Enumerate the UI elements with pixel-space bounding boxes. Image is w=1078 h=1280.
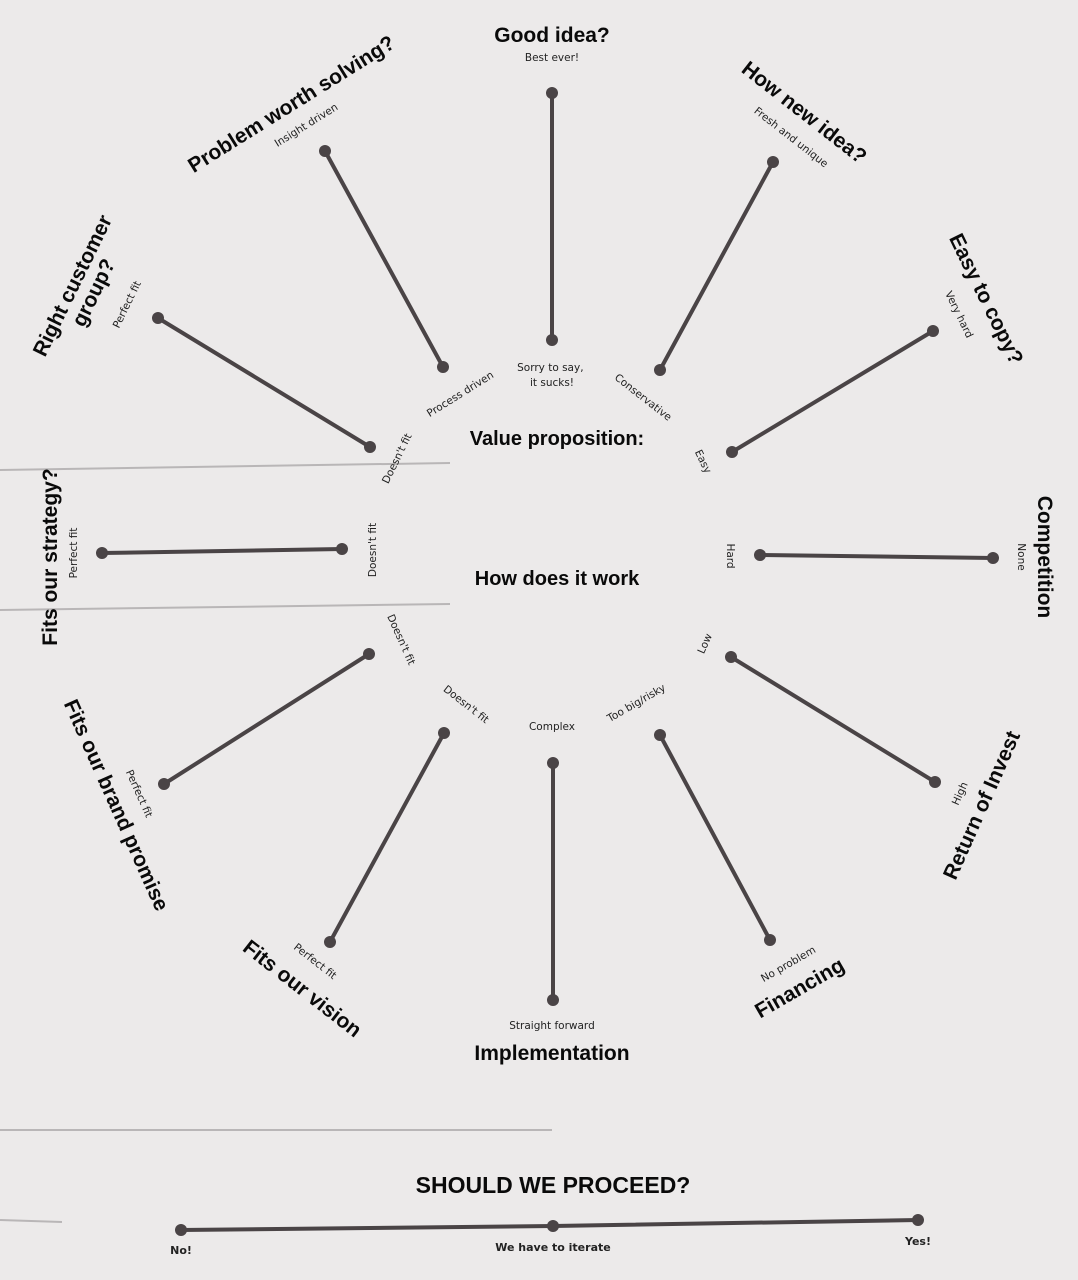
spoke-good-idea: Good idea? Best ever! Sorry to say, it s…	[494, 24, 610, 389]
spoke-high-label: Perfect fit	[68, 528, 80, 579]
page-rule	[0, 462, 451, 471]
spoke-low-label: Too big/risky	[604, 682, 667, 726]
spoke-low-label: Hard	[724, 543, 736, 568]
spoke-fits-our-strategy: Fits our strategy? Perfect fit Doesn't f…	[39, 468, 379, 645]
spoke-question: Fits our strategy?	[39, 468, 62, 645]
proceed-no-label: No!	[170, 1244, 192, 1257]
spoke-question: Competition	[1033, 496, 1056, 618]
spoke-low-label: Conservative	[612, 372, 674, 424]
spoke-low-label: Doesn't fit	[384, 613, 417, 667]
spoke-return-of-invest: Return of Invest High Low	[696, 632, 1026, 884]
spoke-fits-our-brand-promise: Fits our brand promise Perfect fit Doesn…	[59, 613, 417, 915]
spoke-financing: Financing No problem Too big/risky	[604, 682, 848, 1023]
spoke-low-label: Process driven	[425, 369, 496, 420]
spoke-right-customer-group: Right customer group? Perfect fit Doesn'…	[29, 206, 415, 486]
spoke-question: Right customer group?	[29, 206, 140, 369]
spoke-high-label: Very hard	[942, 289, 975, 340]
how-it-works-label: How does it work	[475, 568, 640, 590]
spoke-question: Problem worth solving?	[184, 31, 399, 177]
proceed-iterate-label: We have to iterate	[495, 1241, 610, 1254]
spoke-high-label: Straight forward	[509, 1020, 594, 1032]
proceed-title: SHOULD WE PROCEED?	[416, 1172, 691, 1198]
spoke-low-label: Doesn't fit	[441, 683, 491, 726]
spoke-question: Fits our brand promise	[59, 696, 173, 914]
spoke-low-label: Sorry to say, it sucks!	[517, 362, 587, 389]
spoke-high-label: None	[1015, 543, 1027, 570]
spoke-easy-to-copy: Easy to copy? Very hard Easy	[692, 230, 1028, 475]
spoke-implementation: Implementation Straight forward Complex	[474, 721, 629, 1065]
spoke-how-new-idea: How new idea? Fresh and unique Conservat…	[612, 57, 871, 423]
spoke-competition: Competition None Hard	[724, 496, 1056, 618]
spoke-high-label: Best ever!	[525, 52, 579, 64]
proceed-yes-label: Yes!	[904, 1235, 931, 1248]
proceed-scale: SHOULD WE PROCEED? No! We have to iterat…	[170, 1172, 931, 1257]
spoke-question: Return of Invest	[939, 728, 1025, 883]
page-rule	[0, 603, 451, 611]
page-rule	[0, 1219, 63, 1223]
spoke-fits-our-vision: Fits our vision Perfect fit Doesn't fit	[238, 683, 491, 1042]
spoke-low-label: Doesn't fit	[380, 432, 415, 486]
spoke-low-label: Doesn't fit	[367, 523, 379, 577]
spoke-question: Implementation	[474, 1042, 629, 1065]
spoke-question: Good idea?	[494, 24, 610, 47]
spoke-high-label: Perfect fit	[111, 279, 144, 330]
spoke-low-label: Low	[696, 632, 716, 656]
value-proposition-label: Value proposition:	[470, 428, 644, 450]
spoke-low-label: Complex	[529, 721, 575, 733]
spoke-low-label: Easy	[692, 448, 714, 476]
spoke-high-label: High	[950, 780, 971, 807]
